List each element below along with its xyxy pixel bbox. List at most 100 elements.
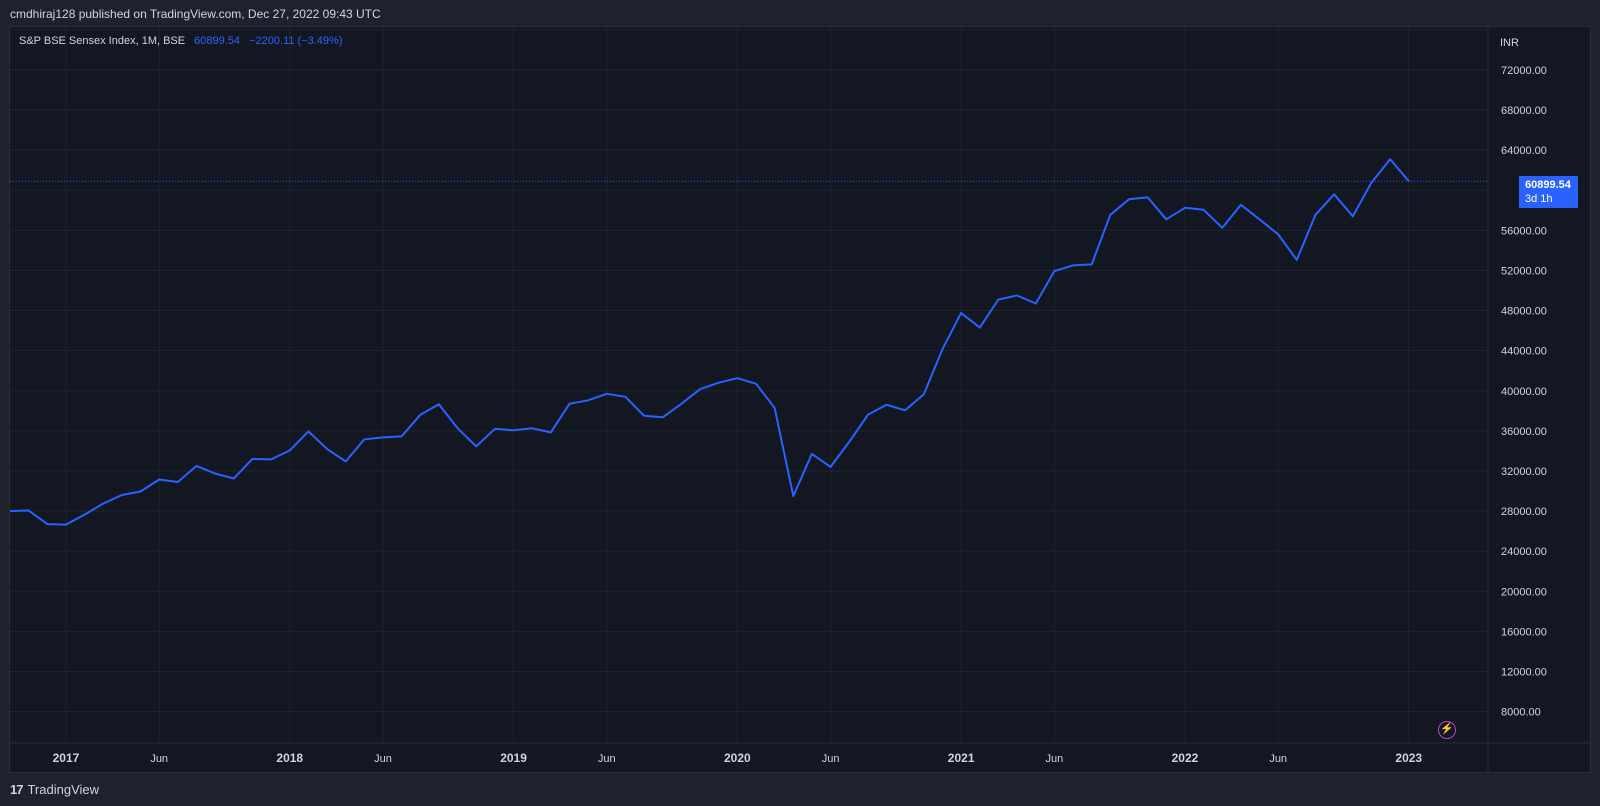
- x-tick-label: 2023: [1395, 751, 1422, 765]
- data-point: [568, 403, 571, 405]
- y-tick-label: 20000.00: [1501, 586, 1547, 598]
- data-point: [1147, 196, 1149, 198]
- data-point: [1352, 215, 1354, 217]
- data-point: [46, 523, 48, 525]
- sensex-series-line: [10, 158, 1410, 526]
- data-point: [736, 377, 738, 379]
- data-point: [1091, 263, 1093, 266]
- chart-legend[interactable]: S&P BSE Sensex Index, 1M, BSE 60899.54 −…: [19, 35, 343, 47]
- data-point: [885, 404, 888, 406]
- data-point: [195, 465, 198, 467]
- data-point: [755, 383, 757, 385]
- footer-brand[interactable]: 17 TradingView: [10, 776, 99, 804]
- data-point: [587, 399, 589, 401]
- data-point: [382, 436, 384, 438]
- y-tick-label: 48000.00: [1501, 306, 1547, 318]
- y-tick-label: 28000.00: [1501, 506, 1547, 518]
- data-point: [979, 326, 981, 329]
- y-tick-label: 52000.00: [1501, 265, 1547, 277]
- data-point: [10, 510, 11, 512]
- data-point: [401, 435, 403, 437]
- x-tick-label: 2017: [53, 751, 80, 765]
- data-point: [1072, 264, 1074, 267]
- x-tick-label: 2018: [276, 751, 303, 765]
- data-point: [345, 460, 347, 463]
- data-point: [1109, 214, 1111, 216]
- data-point: [997, 298, 1000, 301]
- data-point: [326, 448, 328, 450]
- data-point: [289, 449, 291, 451]
- data-point: [904, 409, 906, 411]
- data-point: [158, 478, 160, 481]
- data-point: [811, 453, 813, 455]
- data-point: [494, 428, 496, 430]
- data-point: [307, 430, 309, 432]
- data-point: [923, 393, 925, 395]
- y-tick-label: 40000.00: [1501, 386, 1547, 398]
- data-point: [531, 427, 533, 429]
- data-point: [774, 407, 776, 409]
- data-point: [1221, 227, 1223, 229]
- data-point: [624, 396, 627, 398]
- chart-panel[interactable]: INR 72000.00 68000.00 64000.00 56000.00 52000…: [9, 26, 1591, 773]
- data-point: [214, 472, 216, 475]
- data-point: [680, 403, 683, 405]
- data-point: [699, 388, 701, 390]
- y-tick-label: 72000.00: [1501, 65, 1547, 77]
- y-tick-label: 64000.00: [1501, 145, 1547, 157]
- data-point: [1240, 204, 1242, 206]
- y-tick-label: 12000.00: [1501, 666, 1547, 678]
- data-point: [363, 438, 365, 440]
- data-point: [1277, 233, 1279, 235]
- y-tick-label: 68000.00: [1501, 105, 1547, 117]
- data-point: [177, 481, 179, 483]
- data-point: [867, 414, 869, 416]
- data-point: [28, 509, 30, 512]
- data-point: [1016, 294, 1018, 297]
- data-point: [1258, 218, 1261, 220]
- last-price-tag: 60899.54 3d 1h: [1519, 176, 1578, 208]
- data-point: [718, 382, 720, 384]
- data-point: [102, 502, 104, 505]
- legend-change: −2200.11 (−3.49%): [249, 35, 343, 47]
- x-tick-label: Jun: [1046, 753, 1064, 765]
- data-point: [457, 427, 459, 429]
- data-point: [1053, 270, 1055, 272]
- data-point: [1184, 207, 1186, 209]
- x-tick-label: 2021: [948, 751, 975, 765]
- last-price-value: 60899.54: [1525, 179, 1571, 191]
- x-tick-label: Jun: [598, 753, 616, 765]
- data-point: [1128, 198, 1130, 200]
- data-point: [941, 348, 944, 350]
- data-point: [139, 490, 142, 493]
- data-point: [792, 495, 794, 497]
- lightning-icon[interactable]: ⚡: [1438, 721, 1456, 739]
- data-point: [1314, 214, 1317, 216]
- data-point: [1389, 158, 1391, 160]
- data-point: [512, 429, 515, 431]
- x-tick-label: Jun: [374, 753, 392, 765]
- publisher-caption: cmdhiraj128 published on TradingView.com…: [10, 7, 381, 21]
- data-point: [65, 523, 67, 526]
- data-point: [662, 416, 664, 418]
- data-point: [1296, 259, 1298, 261]
- data-point: [438, 403, 440, 405]
- price-axis-currency: INR: [1500, 37, 1519, 49]
- y-tick-label: 16000.00: [1501, 626, 1547, 638]
- data-point: [1203, 209, 1205, 211]
- legend-symbol: S&P BSE Sensex Index, 1M, BSE: [19, 35, 186, 47]
- data-point: [121, 494, 123, 496]
- data-point: [550, 431, 552, 433]
- x-tick-label: Jun: [150, 753, 168, 765]
- data-point: [475, 445, 477, 447]
- y-tick-label: 44000.00: [1501, 346, 1547, 358]
- data-point: [419, 414, 421, 416]
- price-chart[interactable]: INR 72000.00 68000.00 64000.00 56000.00 52000…: [10, 27, 1590, 772]
- data-point: [233, 477, 235, 480]
- data-point: [1370, 182, 1373, 184]
- data-point: [830, 466, 832, 468]
- x-tick-label: 2019: [500, 751, 527, 765]
- data-point: [848, 441, 850, 443]
- data-point: [84, 513, 86, 516]
- data-point: [1333, 193, 1335, 195]
